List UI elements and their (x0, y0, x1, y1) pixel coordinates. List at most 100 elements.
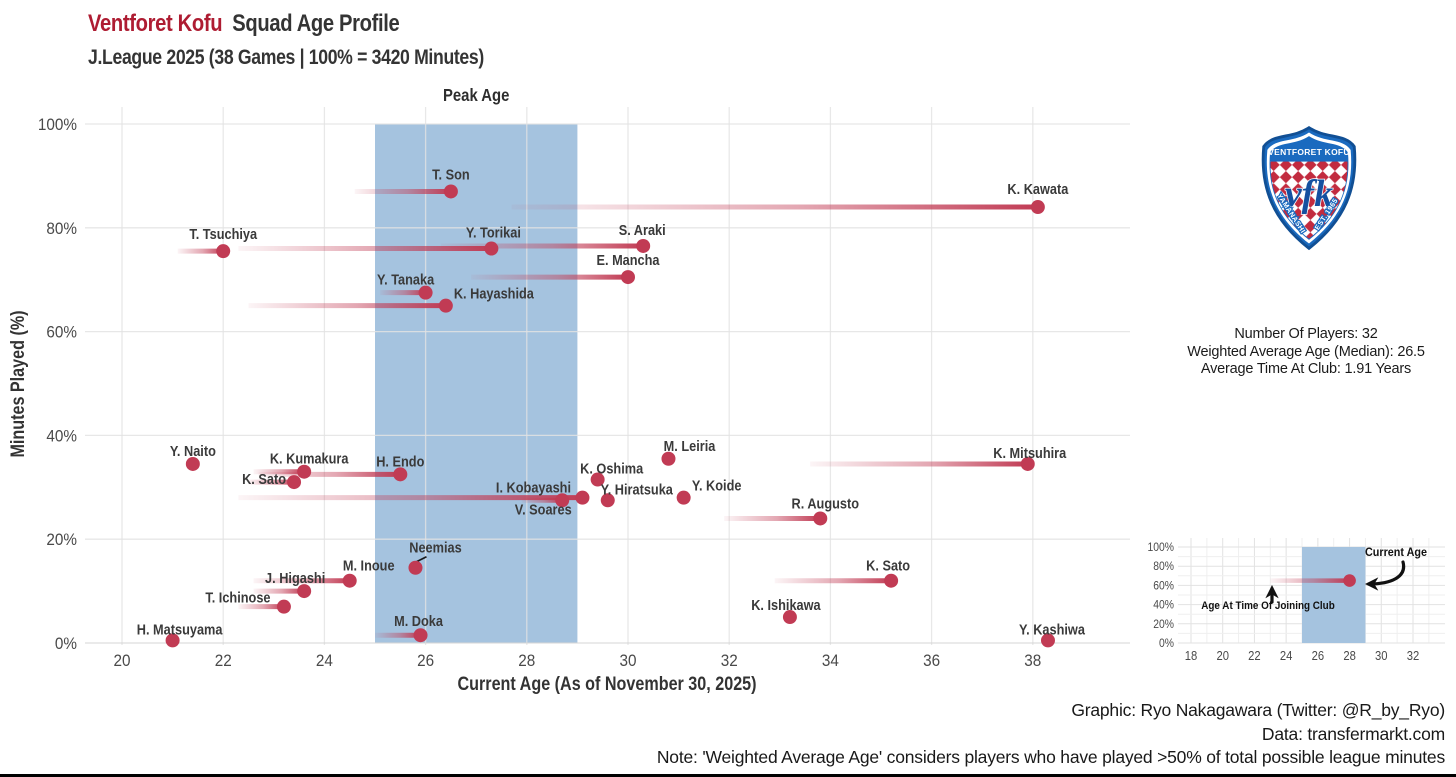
legend-x-tick-label: 24 (1280, 648, 1293, 663)
legend-y-tick-label: 20% (1153, 618, 1174, 631)
player-dot (636, 238, 651, 253)
legend-x-tick-label: 28 (1343, 648, 1356, 663)
title-block: Ventforet Kofu Squad Age Profile J.League… (88, 10, 559, 70)
x-tick-label: 24 (316, 651, 333, 670)
player-label: T. Ichinose (205, 590, 271, 606)
y-tick-label: 20% (46, 530, 77, 549)
x-tick-label: 26 (417, 651, 434, 670)
player-label: K. Ishikawa (751, 597, 821, 613)
player-dot (297, 464, 312, 479)
chart-title: Ventforet Kofu Squad Age Profile (88, 10, 484, 38)
crest-monogram: vfk (1285, 173, 1333, 215)
legend-x-tick-label: 18 (1185, 648, 1198, 663)
chart-subtitle: J.League 2025 (38 Games | 100% = 3420 Mi… (88, 46, 484, 69)
player-label: R. Augusto (792, 496, 859, 512)
legend-x-tick-label: 20 (1216, 648, 1229, 663)
y-tick-label: 0% (55, 634, 77, 653)
y-tick-label: 100% (38, 115, 77, 134)
x-tick-label: 34 (822, 651, 839, 670)
legend-y-tick-label: 0% (1159, 638, 1174, 651)
player-label: E. Mancha (596, 252, 659, 268)
crest-top-text: VENTFORET KOFU (1268, 147, 1350, 157)
player-label: K. Hayashida (454, 286, 534, 302)
y-axis-title: Minutes Played (%) (7, 310, 29, 457)
peak-age-label: Peak Age (443, 86, 509, 105)
player-dot (413, 628, 428, 643)
player-label: K. Kawata (1007, 181, 1068, 197)
player-label: K. Sato (866, 558, 910, 574)
y-tick-label: 60% (46, 323, 77, 342)
legend-x-tick-label: 32 (1407, 648, 1420, 663)
legend-y-tick-label: 60% (1153, 580, 1174, 593)
player-label: Y. Kashiwa (1019, 622, 1085, 638)
player-dot (555, 493, 570, 508)
player-label: M. Doka (394, 613, 443, 629)
caption: Graphic: Ryo Nakagawara (Twitter: @R_by_… (657, 699, 1445, 770)
player-dot (418, 285, 433, 300)
player-dot (185, 456, 200, 471)
legend-current-age-label: Current Age (1365, 547, 1427, 560)
player-label: Y. Tanaka (377, 272, 435, 288)
x-tick-label: 22 (215, 651, 232, 670)
player-dot (661, 451, 676, 466)
legend-peak-age-band (1301, 547, 1366, 643)
title-rest: Squad Age Profile (232, 10, 400, 37)
player-label: J. Higashi (265, 570, 325, 586)
player-dot (484, 241, 499, 256)
player-label: T. Son (432, 167, 470, 183)
x-tick-label: 28 (518, 651, 535, 670)
player-dot (590, 472, 605, 487)
player-dot (443, 184, 458, 199)
x-tick-label: 30 (619, 651, 636, 670)
player-label: K. Oshima (580, 461, 643, 477)
player-label: K. Kumakura (270, 451, 349, 467)
caption-graphic-credit: Graphic: Ryo Nakagawara (Twitter: @R_by_… (1071, 700, 1445, 720)
caption-data-source: Data: transfermarkt.com (1261, 723, 1445, 744)
player-dot (621, 270, 635, 285)
player-dot (165, 633, 180, 648)
legend-y-tick-label: 80% (1153, 561, 1174, 574)
legend-current-age-arrow (1364, 560, 1406, 591)
club-crest: VENTFORET KOFU vfk YAMANASHI EST. 1965 (1261, 125, 1357, 251)
label-leader-line (416, 555, 427, 563)
player-label: T. Tsuchiya (189, 226, 257, 242)
player-label: S. Araki (619, 222, 666, 238)
y-tick-label: 40% (46, 427, 77, 446)
stat-weighted-average-age: Weighted Average Age (Median): 26.5 (1187, 343, 1425, 360)
legend-y-tick-label: 40% (1153, 599, 1174, 612)
player-label: I. Kobayashi (496, 480, 571, 496)
player-label: M. Leiria (664, 438, 716, 454)
x-tick-label: 38 (1024, 651, 1041, 670)
legend-example-dot (1343, 574, 1356, 587)
x-tick-label: 36 (923, 651, 940, 670)
squad-stats: Number Of Players: 32 Weighted Average A… (1161, 326, 1451, 379)
player-dot (676, 490, 691, 505)
legend-joining-age-label: Age At Time Of Joining Club (1201, 601, 1335, 613)
x-tick-label: 32 (721, 651, 738, 670)
legend-x-tick-label: 26 (1312, 648, 1325, 663)
player-label: V. Soares (515, 502, 572, 518)
player-label: K. Mitsuhira (993, 445, 1066, 461)
player-label: M. Inoue (343, 558, 395, 574)
player-label: K. Sato (242, 471, 286, 487)
team-name: Ventforet Kofu (88, 10, 223, 37)
legend-x-tick-label: 22 (1248, 648, 1261, 663)
player-dot (1020, 456, 1035, 471)
player-label: Y. Naito (170, 443, 216, 459)
stat-number-of-players: Number Of Players: 32 (1234, 326, 1378, 342)
player-dot (342, 573, 357, 588)
player-dot (393, 467, 408, 482)
player-dot (1030, 200, 1045, 215)
player-label: Y. Hiratsuka (601, 482, 674, 498)
player-dot (408, 560, 423, 575)
player-dot (813, 511, 828, 526)
stat-average-time-at-club: Average Time At Club: 1.91 Years (1200, 361, 1412, 377)
bottom-border-rule (0, 774, 1456, 777)
peak-age-band (375, 124, 578, 643)
x-tick-label: 20 (113, 651, 130, 670)
player-label: H. Endo (376, 454, 424, 470)
player-dot (287, 475, 302, 490)
player-label: H. Matsuyama (137, 622, 223, 638)
player-dot (782, 610, 797, 625)
